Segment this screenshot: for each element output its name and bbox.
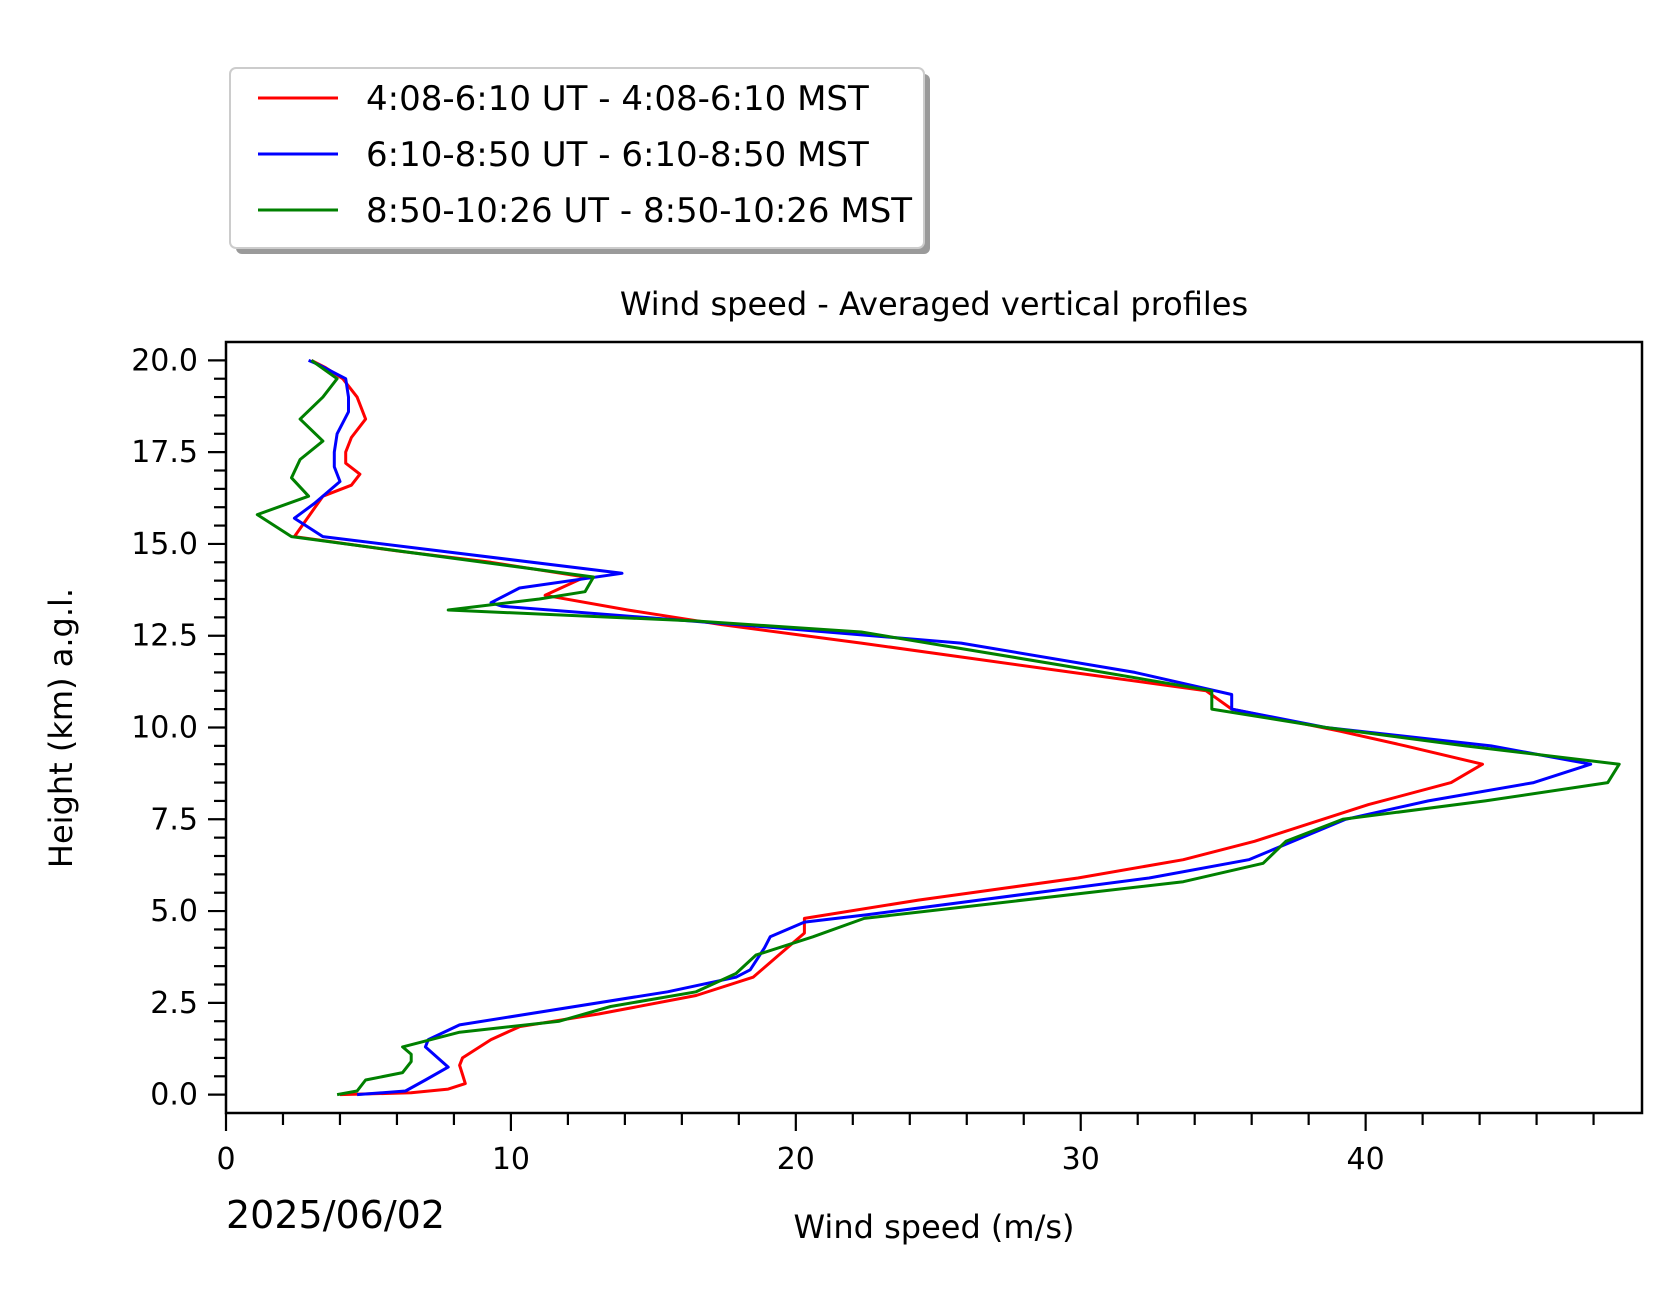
y-tick-label: 10.0 (131, 711, 198, 746)
legend-label-2: 6:10-8:50 UT - 6:10-8:50 MST (366, 135, 869, 175)
legend-label-3: 8:50-10:26 UT - 8:50-10:26 MST (366, 191, 912, 231)
x-tick-label: 30 (1062, 1142, 1100, 1177)
x-axis: 0 10 20 30 40 (216, 1113, 1595, 1177)
series-line-1 (292, 359, 1484, 1097)
series-group (255, 359, 1621, 1097)
y-tick-label: 2.5 (150, 986, 198, 1021)
y-axis-label: Height (km) a.g.l. (42, 588, 80, 868)
series-line-3 (255, 359, 1621, 1097)
x-axis-label: Wind speed (m/s) (793, 1208, 1074, 1246)
y-tick-label: 17.5 (131, 435, 198, 470)
y-tick-label: 7.5 (150, 802, 198, 837)
y-tick-label: 20.0 (131, 343, 198, 378)
x-tick-label: 20 (777, 1142, 815, 1177)
y-tick-label: 12.5 (131, 619, 198, 654)
series-line-2 (292, 359, 1593, 1097)
y-tick-label: 0.0 (150, 1078, 198, 1113)
legend-label-1: 4:08-6:10 UT - 4:08-6:10 MST (366, 79, 869, 119)
plot-area (224, 340, 1644, 1115)
legend-box (229, 67, 925, 249)
legend: 4:08-6:10 UT - 4:08-6:10 MST 6:10-8:50 U… (229, 67, 930, 254)
y-tick-label: 15.0 (131, 527, 198, 562)
chart-title: Wind speed - Averaged vertical profiles (620, 285, 1248, 323)
date-label: 2025/06/02 (226, 1193, 445, 1237)
y-axis: 0.0 2.5 5.0 7.5 10.0 12.5 15.0 17.5 20.0 (131, 343, 226, 1113)
x-tick-label: 10 (492, 1142, 530, 1177)
x-tick-label: 40 (1347, 1142, 1385, 1177)
y-tick-label: 5.0 (150, 894, 198, 929)
x-tick-label: 0 (216, 1142, 235, 1177)
